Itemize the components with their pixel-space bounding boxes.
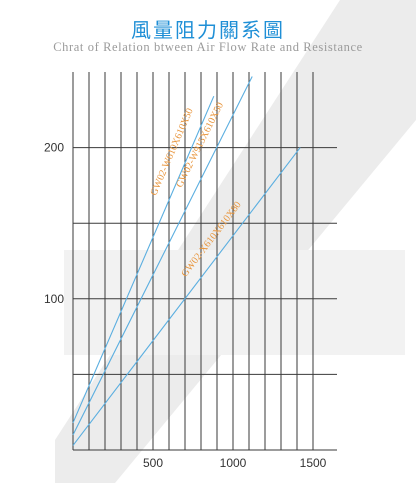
x-tick-label: 500 [143, 456, 163, 470]
y-tick-label: 200 [44, 141, 64, 155]
series-lines [72, 76, 301, 446]
grid [72, 72, 337, 451]
x-tick-label: 1500 [300, 456, 327, 470]
y-tick-label: 100 [44, 292, 64, 306]
tick-labels: 500 1000 1500 100 200 [44, 141, 327, 470]
chart-subtitle: Chrat of Relation btween Air Flow Rate a… [53, 40, 363, 54]
series-label-1: GW02-W610X610X50 [149, 107, 196, 198]
chart-title: 風量阻力關系圖 [131, 18, 285, 42]
series-label-3: GW02-X610X610X80 [179, 200, 243, 280]
series-line-3 [72, 147, 301, 446]
series-line-1 [72, 95, 215, 424]
x-tick-label: 1000 [220, 456, 247, 470]
series-line-2 [72, 76, 253, 436]
